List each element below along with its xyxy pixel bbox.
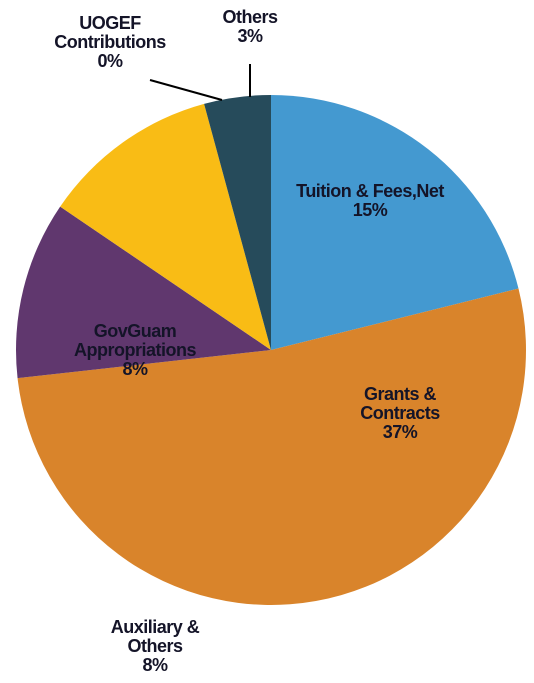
leader-line xyxy=(149,79,223,101)
pie-slice xyxy=(17,288,526,605)
slice-label: UOGEF Contributions 0% xyxy=(30,14,190,71)
pie-slice xyxy=(60,103,271,350)
pie-slice xyxy=(15,206,271,379)
slice-name: UOGEF Contributions xyxy=(54,13,166,52)
slice-name: Tuition & Fees,Net xyxy=(296,181,444,201)
slice-label: Tuition & Fees,Net 15% xyxy=(270,182,470,220)
pie-slice xyxy=(204,95,271,350)
slice-label: Auxiliary & Others 8% xyxy=(95,618,215,675)
slice-name: Others xyxy=(222,7,278,27)
slice-name: Grants & Contracts xyxy=(360,384,440,423)
slice-value: 0% xyxy=(97,51,123,71)
slice-label: Others 3% xyxy=(205,8,295,46)
slice-value: 3% xyxy=(237,26,263,46)
pie-slice xyxy=(271,95,519,350)
slice-name: Auxiliary & Others xyxy=(110,617,200,656)
slice-value: 37% xyxy=(382,422,418,442)
slice-label: Grants & Contracts 37% xyxy=(340,385,460,442)
slice-value: 15% xyxy=(352,200,388,220)
slice-label: GovGuam Appropriations 8% xyxy=(50,322,220,379)
slice-name: GovGuam Appropriations xyxy=(74,321,197,360)
slice-value: 8% xyxy=(122,359,148,379)
slice-value: 8% xyxy=(142,655,168,675)
